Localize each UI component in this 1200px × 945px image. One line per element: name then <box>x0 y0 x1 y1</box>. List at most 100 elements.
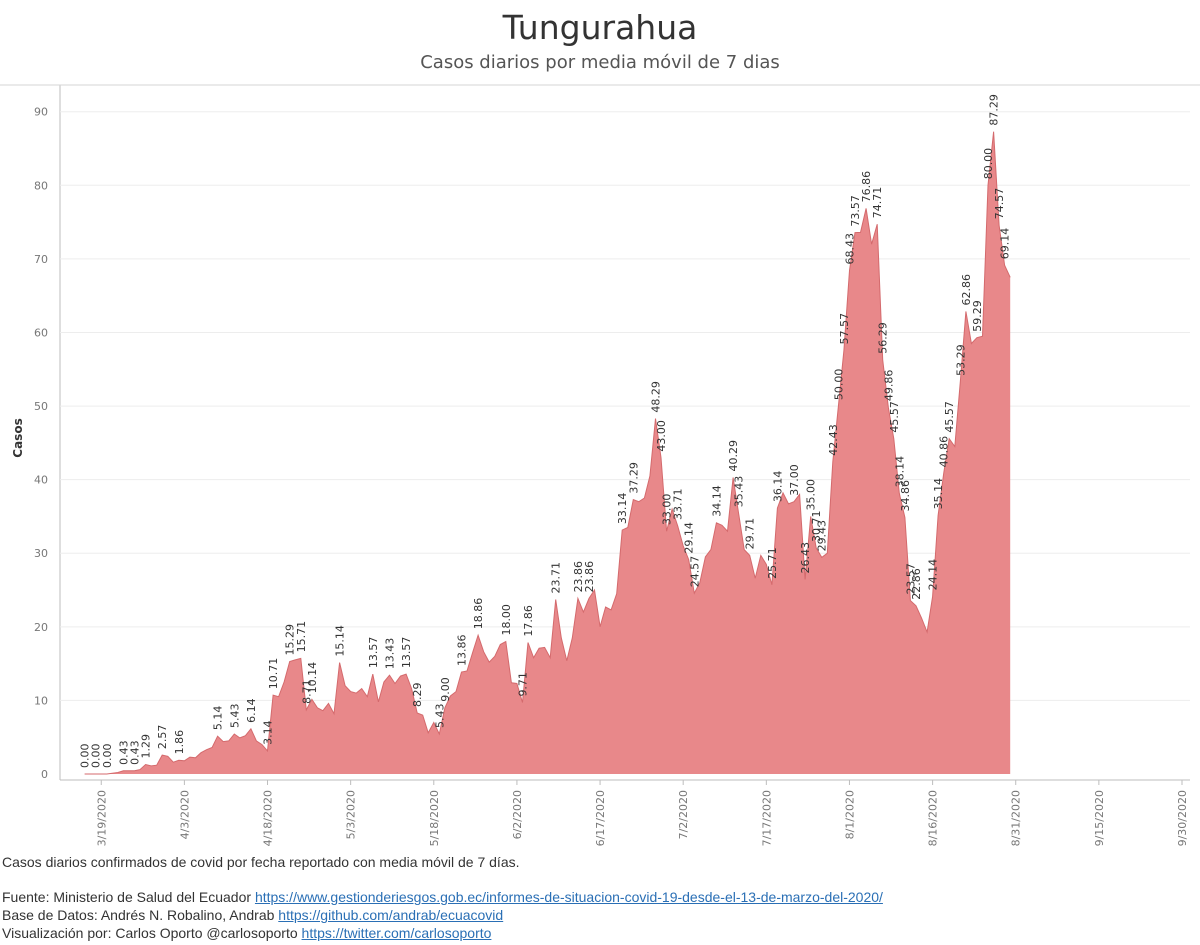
x-tick-label: 8/31/2020 <box>1010 790 1023 846</box>
data-label: 35.43 <box>733 476 746 508</box>
data-label: 1.86 <box>173 730 186 755</box>
data-label: 42.43 <box>827 424 840 456</box>
data-label: 15.14 <box>334 625 347 657</box>
data-label: 40.29 <box>727 440 740 472</box>
data-label: 26.43 <box>799 542 812 574</box>
y-tick-label: 80 <box>34 179 48 192</box>
data-label: 9.00 <box>439 677 452 702</box>
x-tick-label: 7/17/2020 <box>760 790 773 846</box>
data-label: 10.71 <box>267 658 280 690</box>
footer-visualization: Visualización por: Carlos Oporto @carlos… <box>2 925 491 941</box>
data-label: 48.29 <box>649 381 662 413</box>
data-label: 24.14 <box>927 559 940 591</box>
data-label: 10.14 <box>306 662 319 694</box>
data-label: 1.29 <box>140 734 153 759</box>
y-tick-label: 50 <box>34 400 48 413</box>
x-tick-label: 6/17/2020 <box>594 790 607 846</box>
data-label: 9.71 <box>516 672 529 697</box>
data-label: 25.71 <box>766 547 779 579</box>
data-label: 8.71 <box>300 679 313 704</box>
data-label: 35.00 <box>805 479 818 511</box>
data-label: 56.29 <box>877 322 890 354</box>
data-label: 40.86 <box>938 436 951 468</box>
data-label: 29.71 <box>744 518 757 550</box>
data-label: 69.14 <box>999 228 1012 259</box>
x-tick-label: 4/3/2020 <box>178 790 191 839</box>
data-label: 5.43 <box>433 704 446 729</box>
x-tick-label: 7/2/2020 <box>677 790 690 839</box>
data-label: 37.29 <box>627 462 640 494</box>
data-label: 87.29 <box>988 94 1001 126</box>
data-label: 50.00 <box>832 369 845 401</box>
series-area <box>84 131 1011 774</box>
data-label: 2.57 <box>156 725 169 750</box>
data-label: 23.86 <box>583 561 596 593</box>
source-link[interactable]: https://www.gestionderiesgos.gob.ec/info… <box>254 889 883 905</box>
data-label: 0.00 <box>90 744 103 769</box>
footer-note: Casos diarios confirmados de covid por f… <box>2 854 520 870</box>
data-label: 35.14 <box>932 478 945 510</box>
data-label: 13.43 <box>383 638 396 670</box>
x-tick-label: 8/16/2020 <box>927 790 940 846</box>
x-tick-label: 3/19/2020 <box>95 790 108 846</box>
x-tick-label: 5/3/2020 <box>345 790 358 839</box>
data-label: 15.71 <box>295 621 308 653</box>
x-tick-label: 5/18/2020 <box>428 790 441 846</box>
data-label: 6.14 <box>245 698 258 723</box>
y-tick-label: 40 <box>34 474 48 487</box>
data-label: 73.57 <box>849 195 862 227</box>
data-label: 23.86 <box>572 561 585 593</box>
data-label: 0.43 <box>129 740 142 765</box>
footer-source: Fuente: Ministerio de Salud del Ecuador … <box>2 889 883 905</box>
data-label: 13.57 <box>367 637 380 669</box>
chart-subtitle: Casos diarios por media móvil de 7 dias <box>420 52 780 73</box>
data-label: 13.86 <box>456 635 469 667</box>
y-tick-label: 0 <box>41 768 48 781</box>
y-tick-label: 20 <box>34 621 48 634</box>
data-label: 15.29 <box>284 624 297 656</box>
source-label: Fuente: Ministerio de Salud del Ecuador <box>2 889 255 905</box>
y-tick-label: 90 <box>34 106 48 119</box>
x-tick-label: 8/1/2020 <box>843 790 856 839</box>
data-label: 38.14 <box>893 456 906 488</box>
visualization-link[interactable]: https://twitter.com/carlosoporto <box>301 925 492 941</box>
data-label: 22.86 <box>910 568 923 600</box>
data-label: 43.00 <box>655 420 668 452</box>
data-label: 5.43 <box>228 704 241 729</box>
x-tick-label: 4/18/2020 <box>262 790 275 846</box>
data-label: 17.86 <box>522 605 535 637</box>
y-tick-label: 70 <box>34 253 48 266</box>
data-label: 24.57 <box>688 556 701 588</box>
data-label: 29.43 <box>816 520 829 552</box>
data-label: 74.57 <box>993 188 1006 220</box>
data-label: 33.00 <box>661 494 674 526</box>
y-axis-title: Casos <box>11 418 25 457</box>
chart: 0 10 20 30 40 50 60 70 80 90 Casos 3/19/2020 4/3/202… <box>0 84 1200 846</box>
data-label: 0.43 <box>117 740 130 765</box>
data-label: 30.71 <box>810 511 823 543</box>
x-tick-label: 6/2/2020 <box>511 790 524 839</box>
x-tick-label: 9/15/2020 <box>1093 790 1106 846</box>
y-tick-label: 60 <box>34 326 48 339</box>
data-label: 5.14 <box>212 706 225 731</box>
data-label: 37.00 <box>788 464 801 496</box>
data-label: 18.00 <box>500 604 513 636</box>
data-label: 34.86 <box>899 480 912 512</box>
data-label: 0.00 <box>101 744 114 769</box>
data-label: 68.43 <box>843 233 856 265</box>
chart-title: Tungurahua <box>502 8 698 47</box>
data-label: 29.14 <box>683 522 696 554</box>
data-label: 53.29 <box>954 344 967 376</box>
series-line <box>84 131 1011 775</box>
data-label: 80.00 <box>982 148 995 180</box>
data-label: 13.57 <box>400 637 413 669</box>
data-label: 33.14 <box>616 493 629 525</box>
y-tick-label: 10 <box>34 694 48 707</box>
data-label: 45.57 <box>888 401 901 433</box>
database-link[interactable]: https://github.com/andrab/ecuacovid <box>278 907 504 923</box>
footer-database: Base de Datos: Andrés N. Robalino, Andra… <box>2 907 503 923</box>
data-label: 62.86 <box>960 274 973 306</box>
visualization-label: Visualización por: Carlos Oporto @carlos… <box>2 925 302 941</box>
data-label: 23.71 <box>550 562 563 594</box>
data-label: 3.14 <box>262 720 275 745</box>
